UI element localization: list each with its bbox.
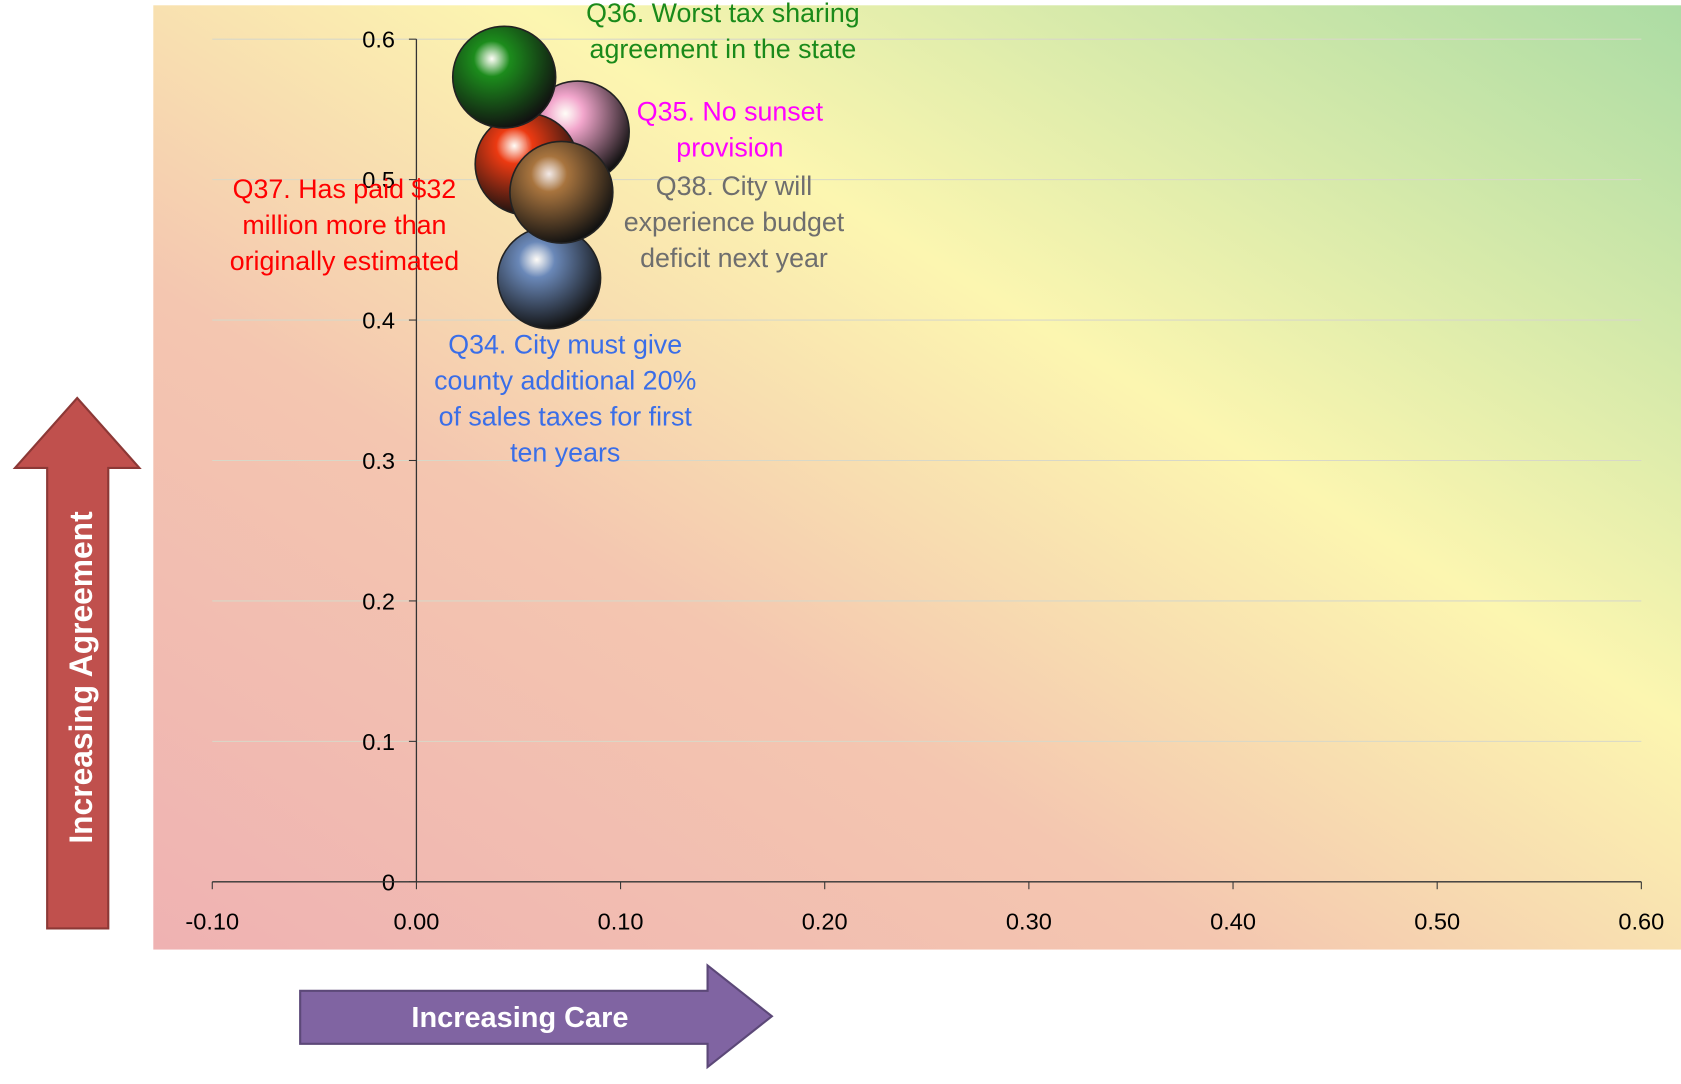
bubble-label-box: Q38. City will experience budget deficit… bbox=[623, 171, 845, 273]
bubble-label: Q35. No sunset provision bbox=[636, 96, 824, 163]
x-tick-label: 0.30 bbox=[1006, 909, 1052, 935]
y-tick-label: 0.1 bbox=[362, 729, 395, 755]
bubble-label: Q38. City will experience budget deficit… bbox=[623, 171, 845, 273]
x-tick-label: 0.10 bbox=[598, 909, 644, 935]
bubble bbox=[509, 140, 614, 244]
y-tick-label: 0.5 bbox=[362, 167, 395, 193]
x-tick-label: 0.00 bbox=[393, 909, 439, 935]
x-tick-label: -0.10 bbox=[185, 909, 239, 935]
bubble bbox=[451, 25, 557, 129]
x-tick-label: 0.20 bbox=[802, 909, 848, 935]
bubble-label-box: Q36. Worst tax sharing agreement in the … bbox=[586, 0, 860, 65]
y-axis-label: Increasing Agreement bbox=[63, 511, 99, 844]
y-arrow bbox=[12, 396, 142, 930]
bubble-label: Q37. Has paid $32 million more than orig… bbox=[229, 174, 460, 277]
plot-background bbox=[153, 5, 1681, 950]
y-tick-label: 0.2 bbox=[362, 589, 395, 615]
x-tick-label: 0.60 bbox=[1618, 909, 1664, 935]
y-tick-label: 0.6 bbox=[362, 27, 395, 53]
x-axis-label: Increasing Care bbox=[411, 1002, 628, 1034]
bubble-label-box: Q37. Has paid $32 million more than orig… bbox=[229, 174, 460, 277]
bubble-label: Q34. City must give county additional 20… bbox=[434, 329, 697, 468]
y-tick-label: 0.4 bbox=[362, 308, 395, 334]
bubble-label-box: Q34. City must give county additional 20… bbox=[434, 329, 697, 468]
x-arrow bbox=[299, 963, 774, 1070]
bubble-label: Q36. Worst tax sharing agreement in the … bbox=[586, 0, 860, 65]
bubble-label-box: Q35. No sunset provision bbox=[636, 96, 824, 163]
x-tick-label: 0.50 bbox=[1414, 909, 1460, 935]
y-tick-label: 0.3 bbox=[362, 448, 395, 474]
plot: 00.10.20.30.40.50.6-0.10 0.00 0.10 0.20 0.30… bbox=[185, 0, 1664, 934]
x-tick-label: 0.40 bbox=[1210, 909, 1256, 935]
